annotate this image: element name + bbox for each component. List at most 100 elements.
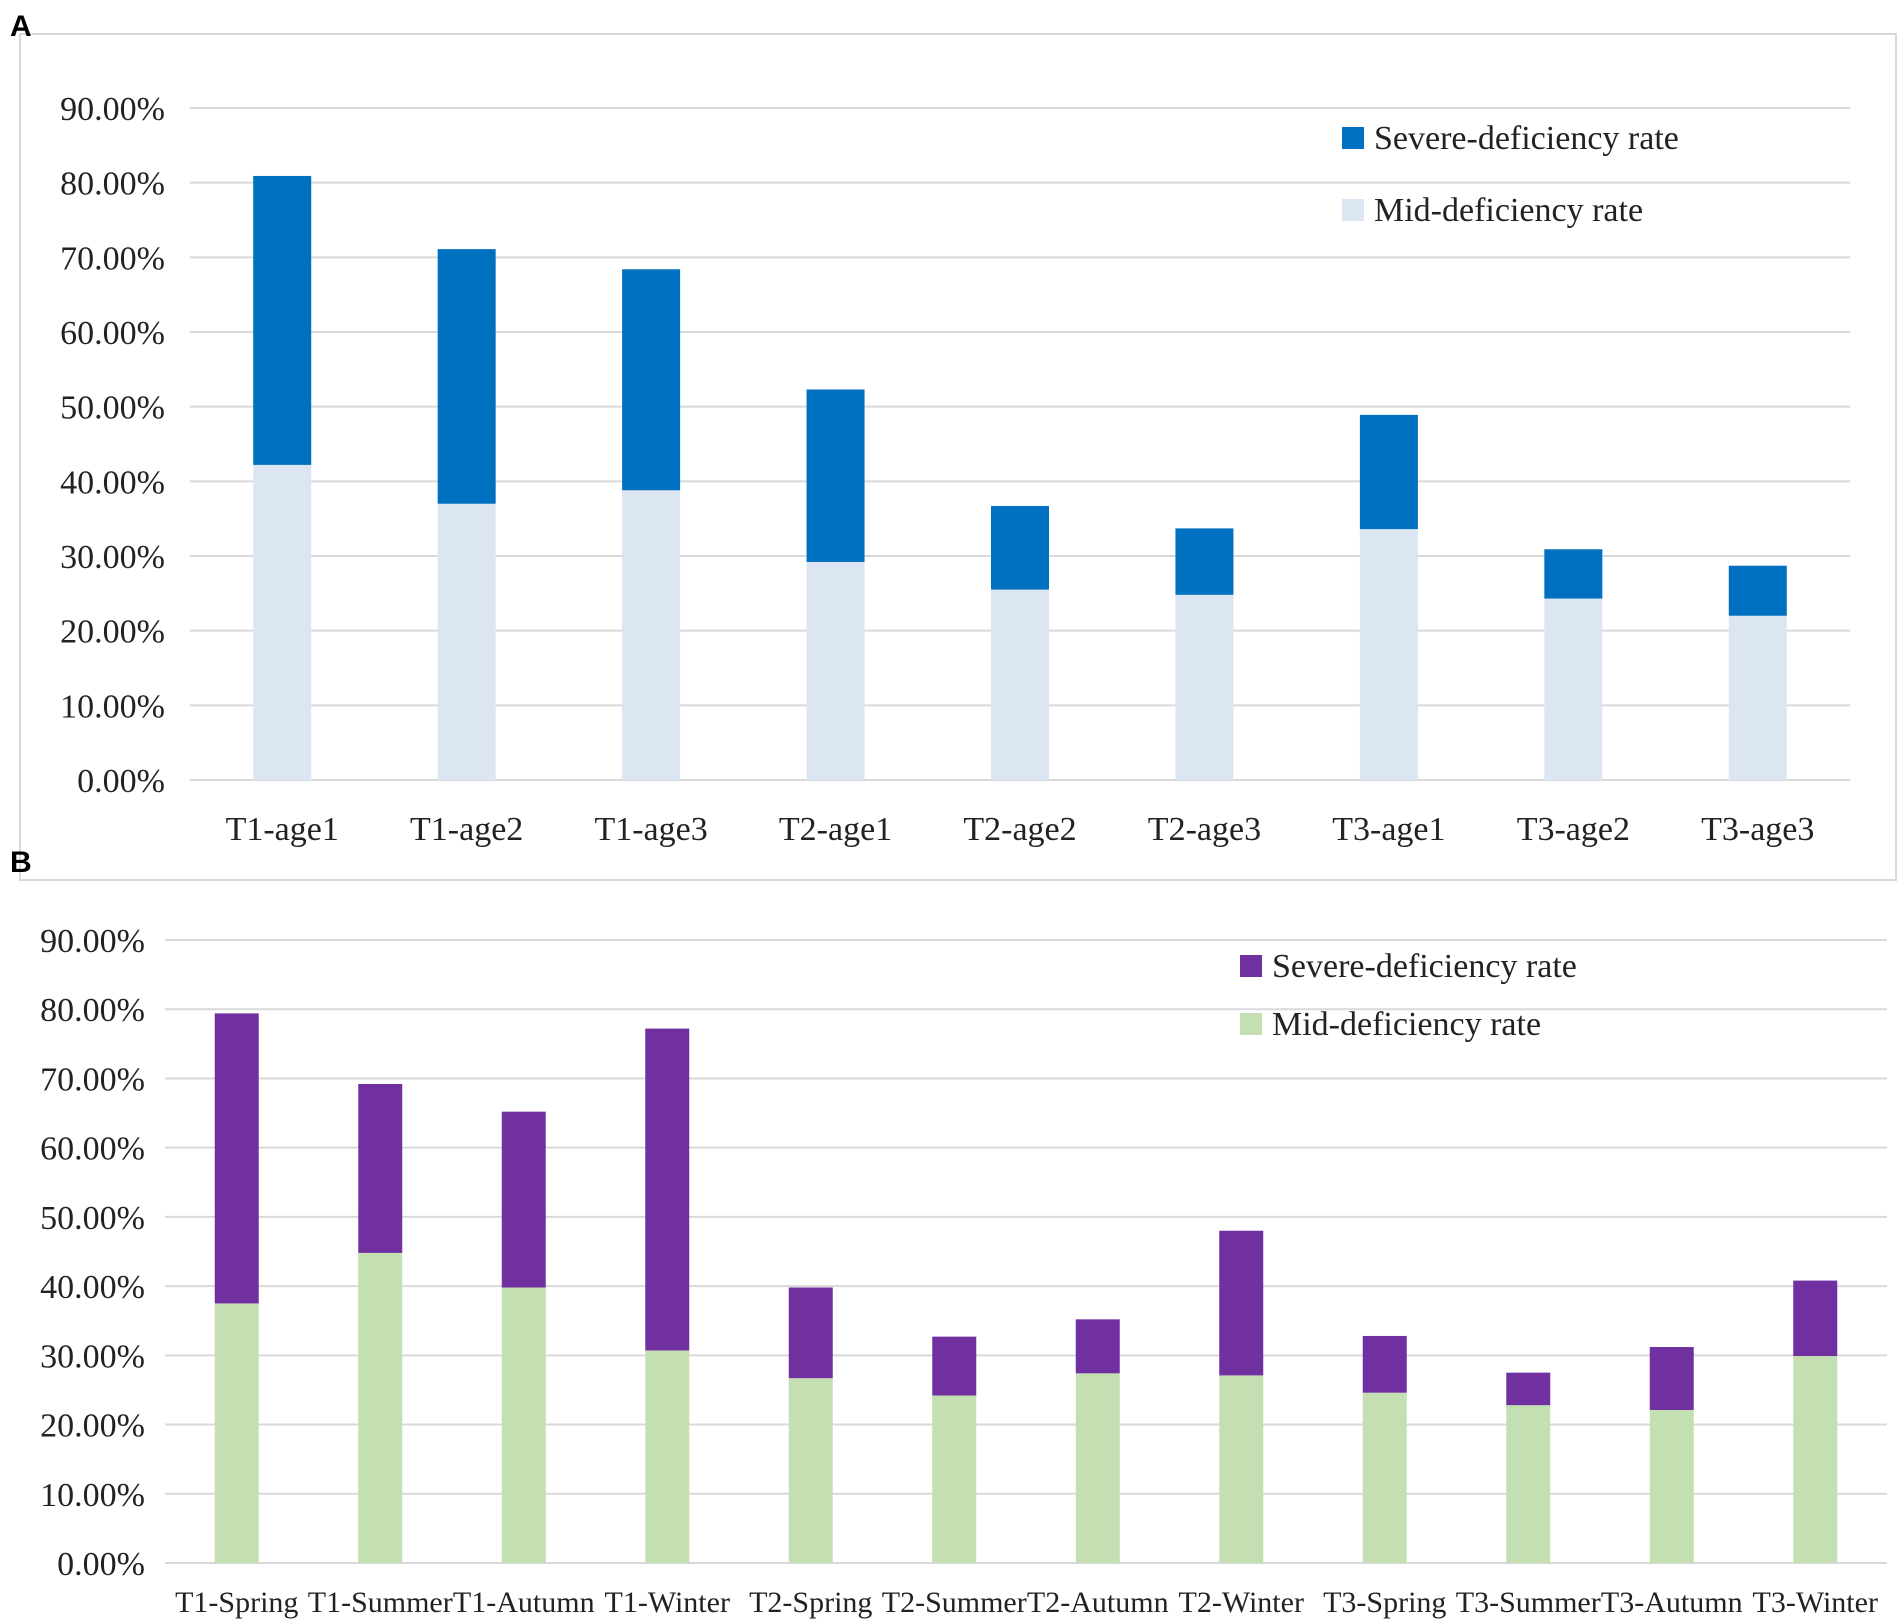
bar-mid-deficiency-rate-t3-age1	[1359, 529, 1418, 780]
bar-severe-deficiency-rate-t1-age2	[437, 249, 496, 504]
bar-severe-deficiency-rate-t3-age2	[1544, 549, 1603, 599]
y-tick-label: 70.00%	[60, 240, 165, 277]
bar-mid-deficiency-rate-t2-age2	[991, 589, 1049, 780]
bar-mid-deficiency-rate-t2-age3	[1175, 594, 1234, 780]
bar-mid-deficiency-rate-t3-winter	[1793, 1356, 1838, 1563]
bar-mid-deficiency-rate-t2-spring	[788, 1378, 833, 1563]
y-tick-label: 30.00%	[40, 1338, 145, 1375]
legend-swatch-mid-deficiency-rate	[1240, 1013, 1262, 1035]
x-tick-label-t1-winter: T1-Winter	[605, 1586, 730, 1619]
bar-mid-deficiency-rate-t1-autumn	[501, 1287, 546, 1563]
panel-b-y-axis: 0.00% 10.00% 20.00% 30.00% 40.00% 50.00% 60.00…	[40, 923, 145, 1583]
x-tick-label-t1-spring: T1-Spring	[175, 1586, 298, 1619]
bar-severe-deficiency-rate-t3-summer	[1506, 1372, 1551, 1406]
legend-label-severe-deficiency-rate: Severe-deficiency rate	[1374, 120, 1679, 157]
y-tick-label: 80.00%	[40, 992, 145, 1029]
legend-label-severe-deficiency-rate: Severe-deficiency rate	[1272, 948, 1577, 985]
bar-severe-deficiency-rate-t2-age3	[1175, 528, 1234, 595]
panel-b-x-axis: T1-Spring T1-Summer T1-Autumn T1-Winter T2-S…	[175, 1586, 1878, 1619]
y-tick-label: 90.00%	[60, 91, 165, 128]
y-tick-label: 90.00%	[40, 923, 145, 960]
bar-mid-deficiency-rate-t1-winter	[645, 1350, 690, 1563]
x-tick-label-t2-summer: T2-Summer	[882, 1586, 1027, 1619]
legend-label-mid-deficiency-rate: Mid-deficiency rate	[1374, 192, 1643, 229]
bar-severe-deficiency-rate-t2-age1	[806, 389, 865, 562]
legend-swatch-severe-deficiency-rate	[1342, 127, 1364, 149]
bar-mid-deficiency-rate-t2-age1	[806, 561, 865, 780]
x-tick-label-t1-age2: T1-age2	[410, 811, 523, 848]
x-tick-label-t1-age1: T1-age1	[226, 811, 339, 848]
panel-b-legend: Severe-deficiency rate Mid-deficiency rat…	[1240, 948, 1577, 1043]
y-tick-label: 60.00%	[40, 1131, 145, 1168]
bar-severe-deficiency-rate-t1-winter	[645, 1028, 690, 1351]
x-tick-label-t2-age3: T2-age3	[1148, 811, 1261, 848]
bar-mid-deficiency-rate-t2-winter	[1219, 1375, 1264, 1563]
panel-a-x-axis: T1-age1 T1-age2 T1-age3 T2-age1 T2-age2 T2-ag…	[226, 811, 1815, 848]
bar-mid-deficiency-rate-t3-age2	[1544, 598, 1603, 780]
bar-mid-deficiency-rate-t2-summer	[932, 1395, 977, 1563]
x-tick-label-t1-summer: T1-Summer	[308, 1586, 453, 1619]
panel-a-label: A	[10, 10, 32, 43]
x-tick-label-t3-winter: T3-Winter	[1753, 1586, 1878, 1619]
panel-a-legend: Severe-deficiency rate Mid-deficiency rat…	[1342, 120, 1679, 229]
x-tick-label-t3-age2: T3-age2	[1517, 811, 1630, 848]
bar-mid-deficiency-rate-t1-spring	[214, 1303, 259, 1563]
bar-severe-deficiency-rate-t2-winter	[1219, 1230, 1264, 1376]
panel-a-chart: A 0.00% 10.00% 20.00% 30.00% 40.00% 50.00% 60.…	[10, 10, 1897, 881]
bar-severe-deficiency-rate-t1-summer	[358, 1083, 403, 1253]
x-tick-label-t1-age3: T1-age3	[594, 811, 707, 848]
y-tick-label: 10.00%	[40, 1477, 145, 1514]
x-tick-label-t3-age3: T3-age3	[1701, 811, 1814, 848]
bar-severe-deficiency-rate-t1-age3	[622, 269, 681, 491]
bar-severe-deficiency-rate-t3-age3	[1728, 565, 1787, 616]
y-tick-label: 20.00%	[40, 1408, 145, 1445]
y-tick-label: 0.00%	[77, 763, 165, 800]
bar-severe-deficiency-rate-t3-autumn	[1649, 1347, 1694, 1411]
bar-severe-deficiency-rate-t1-autumn	[501, 1111, 546, 1288]
x-tick-label-t2-winter: T2-Winter	[1179, 1586, 1304, 1619]
bar-mid-deficiency-rate-t3-summer	[1506, 1405, 1551, 1563]
bar-severe-deficiency-rate-t2-spring	[788, 1287, 833, 1379]
y-tick-label: 10.00%	[60, 688, 165, 725]
bar-severe-deficiency-rate-t2-age2	[991, 505, 1049, 590]
x-tick-label-t2-autumn: T2-Autumn	[1027, 1586, 1169, 1619]
x-tick-label-t3-summer: T3-Summer	[1456, 1586, 1601, 1619]
panel-b-label: B	[10, 846, 32, 879]
y-tick-label: 20.00%	[60, 614, 165, 651]
x-tick-label-t2-age2: T2-age2	[963, 811, 1076, 848]
bar-mid-deficiency-rate-t3-spring	[1362, 1392, 1407, 1563]
y-tick-label: 40.00%	[40, 1269, 145, 1306]
x-tick-label-t1-autumn: T1-Autumn	[453, 1586, 595, 1619]
panel-b-chart: B 0.00% 10.00% 20.00% 30.00% 40.00% 50.00% 60.…	[10, 846, 1887, 1619]
bar-mid-deficiency-rate-t1-age3	[622, 490, 681, 780]
bar-severe-deficiency-rate-t3-spring	[1362, 1335, 1407, 1393]
bar-severe-deficiency-rate-t3-winter	[1793, 1280, 1838, 1357]
bar-mid-deficiency-rate-t1-age2	[437, 503, 496, 780]
panel-b-bars	[214, 1013, 1838, 1563]
x-tick-label-t2-spring: T2-Spring	[749, 1586, 872, 1619]
y-tick-label: 50.00%	[60, 390, 165, 427]
y-tick-label: 50.00%	[40, 1200, 145, 1237]
y-tick-label: 0.00%	[57, 1546, 145, 1583]
x-tick-label-t3-age1: T3-age1	[1332, 811, 1445, 848]
bar-severe-deficiency-rate-t1-spring	[214, 1013, 259, 1304]
bar-severe-deficiency-rate-t3-age1	[1359, 414, 1418, 530]
y-tick-label: 80.00%	[60, 166, 165, 203]
x-tick-label-t3-spring: T3-Spring	[1323, 1586, 1446, 1619]
bar-mid-deficiency-rate-t2-autumn	[1075, 1373, 1120, 1563]
y-tick-label: 40.00%	[60, 464, 165, 501]
bar-mid-deficiency-rate-t1-summer	[358, 1252, 403, 1563]
y-tick-label: 60.00%	[60, 315, 165, 352]
x-tick-label-t3-autumn: T3-Autumn	[1601, 1586, 1743, 1619]
x-tick-label-t2-age1: T2-age1	[779, 811, 892, 848]
legend-swatch-mid-deficiency-rate	[1342, 199, 1364, 221]
panel-a-y-axis: 0.00% 10.00% 20.00% 30.00% 40.00% 50.00% 60.00…	[60, 91, 165, 800]
legend-label-mid-deficiency-rate: Mid-deficiency rate	[1272, 1006, 1541, 1043]
bar-mid-deficiency-rate-t1-age1	[253, 464, 312, 780]
y-tick-label: 70.00%	[40, 1061, 145, 1098]
panel-a-bars	[253, 175, 1787, 780]
bar-severe-deficiency-rate-t2-summer	[932, 1336, 977, 1396]
panel-b-gridlines	[165, 939, 1887, 1564]
bar-severe-deficiency-rate-t1-age1	[253, 175, 312, 465]
